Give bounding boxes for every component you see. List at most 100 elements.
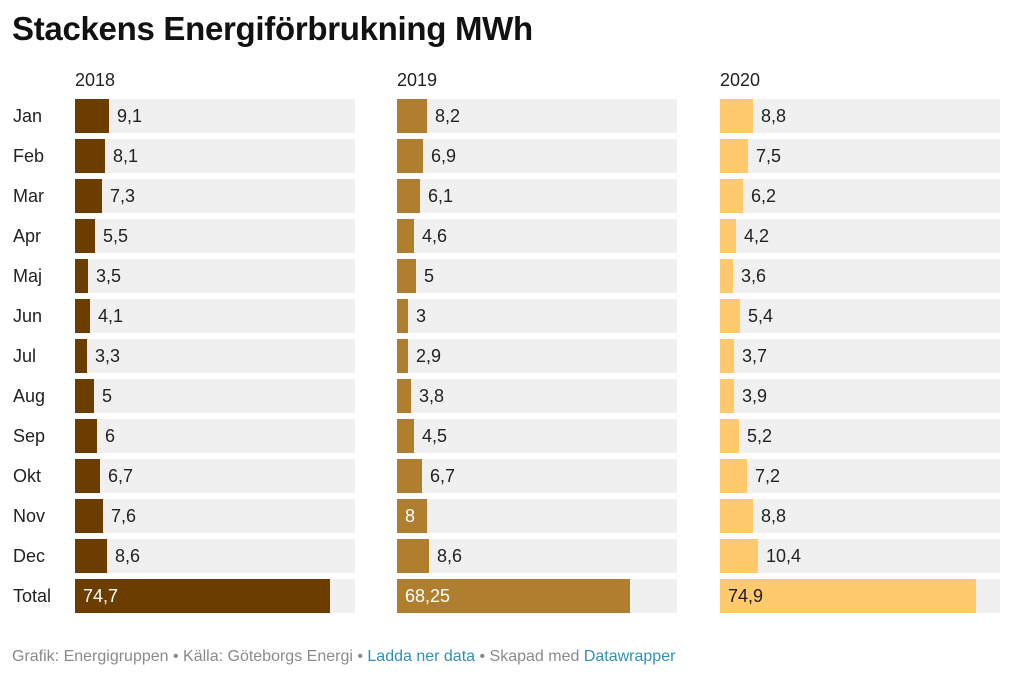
- bar-2018-jan: [75, 99, 109, 133]
- bar-2019-jun: [397, 299, 408, 333]
- month-label-feb: Feb: [13, 146, 45, 166]
- value-label-2019-jul: 2,9: [416, 346, 442, 366]
- month-label-jul: Jul: [13, 346, 37, 366]
- value-label-2019-total: 68,25: [405, 586, 451, 606]
- bar-2019-okt: [397, 459, 422, 493]
- value-label-2019-maj: 5: [424, 266, 435, 286]
- bar-track-2020-jul: 3,7: [720, 339, 1000, 373]
- bar-track-2019-mar: 6,1: [397, 179, 677, 213]
- value-label-2018-feb: 8,1: [113, 146, 139, 166]
- column-header-2020: 2020: [720, 70, 761, 90]
- bar-2018-jun: [75, 299, 90, 333]
- bar-track-2019-sep: 4,5: [397, 419, 677, 453]
- bar-track-2018-nov: 7,6: [75, 499, 355, 533]
- datawrapper-link[interactable]: Datawrapper: [583, 648, 676, 665]
- bar-2018-aug: [75, 379, 94, 413]
- value-label-2020-total: 74,9: [728, 586, 764, 606]
- bar-track-2019-jun: 3: [397, 299, 677, 333]
- bar-track-2019-nov: 8: [397, 499, 677, 533]
- bar-2018-apr: [75, 219, 95, 253]
- value-label-2018-aug: 5: [102, 386, 113, 406]
- value-label-2020-nov: 8,8: [761, 506, 787, 526]
- value-label-2019-jan: 8,2: [435, 106, 461, 126]
- bar-track-2018-sep: 6: [75, 419, 355, 453]
- bar-2020-sep: [720, 419, 739, 453]
- bar-2018-mar: [75, 179, 102, 213]
- bar-track-2018-maj: 3,5: [75, 259, 355, 293]
- value-label-2018-maj: 3,5: [96, 266, 122, 286]
- value-label-2020-apr: 4,2: [744, 226, 770, 246]
- value-label-2018-jul: 3,3: [95, 346, 121, 366]
- bar-2020-apr: [720, 219, 736, 253]
- bar-track-2020-sep: 5,2: [720, 419, 1000, 453]
- bar-2020-jan: [720, 99, 753, 133]
- bar-2019-nov: [397, 499, 427, 533]
- bar-2020-maj: [720, 259, 733, 293]
- month-label-mar: Mar: [13, 186, 44, 206]
- month-label-okt: Okt: [13, 466, 42, 486]
- value-label-2020-feb: 7,5: [756, 146, 782, 166]
- month-label-sep: Sep: [13, 426, 46, 446]
- bar-track-2020-mar: 6,2: [720, 179, 1000, 213]
- value-label-2020-maj: 3,6: [741, 266, 767, 286]
- value-label-2020-jul: 3,7: [742, 346, 768, 366]
- bar-track-2018-feb: 8,1: [75, 139, 355, 173]
- value-label-2018-dec: 8,6: [115, 546, 141, 566]
- bar-track-2018-okt: 6,7: [75, 459, 355, 493]
- bar-track-2019-total: 68,25: [397, 579, 677, 613]
- bar-2018-sep: [75, 419, 97, 453]
- value-label-2019-okt: 6,7: [430, 466, 456, 486]
- month-label-nov: Nov: [13, 506, 46, 526]
- bar-2019-maj: [397, 259, 416, 293]
- bar-2018-dec: [75, 539, 107, 573]
- bar-2018-feb: [75, 139, 105, 173]
- value-label-2020-mar: 6,2: [751, 186, 777, 206]
- bar-track-2020-jan: 8,8: [720, 99, 1000, 133]
- value-label-2019-sep: 4,5: [422, 426, 448, 446]
- footer-credits: Grafik: Energigruppen • Källa: Göteborgs…: [12, 648, 368, 665]
- bar-track-2018-apr: 5,5: [75, 219, 355, 253]
- bar-2019-mar: [397, 179, 420, 213]
- footer-made-with: • Skapad med: [475, 648, 584, 665]
- value-label-2019-aug: 3,8: [419, 386, 445, 406]
- bar-2019-feb: [397, 139, 423, 173]
- month-label-aug: Aug: [13, 386, 46, 406]
- bar-2020-jun: [720, 299, 740, 333]
- bar-2020-dec: [720, 539, 758, 573]
- bar-track-2019-okt: 6,7: [397, 459, 677, 493]
- value-label-2020-jun: 5,4: [748, 306, 774, 326]
- bar-track-2019-jul: 2,9: [397, 339, 677, 373]
- bar-track-2020-dec: 10,4: [720, 539, 1000, 573]
- value-label-2018-total: 74,7: [83, 586, 119, 606]
- value-label-2020-sep: 5,2: [747, 426, 773, 446]
- bar-track-2020-okt: 7,2: [720, 459, 1000, 493]
- value-label-2019-feb: 6,9: [431, 146, 457, 166]
- bar-2020-okt: [720, 459, 747, 493]
- bar-track-2019-feb: 6,9: [397, 139, 677, 173]
- month-label-jan: Jan: [13, 106, 43, 126]
- value-label-2019-mar: 6,1: [428, 186, 454, 206]
- bar-track-2018-dec: 8,6: [75, 539, 355, 573]
- bar-2018-okt: [75, 459, 100, 493]
- value-label-2019-apr: 4,6: [422, 226, 448, 246]
- month-label-apr: Apr: [13, 226, 42, 246]
- month-label-dec: Dec: [13, 546, 46, 566]
- bar-2019-apr: [397, 219, 414, 253]
- bar-track-2018-jul: 3,3: [75, 339, 355, 373]
- value-label-2018-sep: 6: [105, 426, 116, 446]
- bar-track-2020-nov: 8,8: [720, 499, 1000, 533]
- bar-track-2020-apr: 4,2: [720, 219, 1000, 253]
- bar-2018-total: [75, 579, 330, 613]
- value-label-2020-okt: 7,2: [755, 466, 781, 486]
- bar-2020-mar: [720, 179, 743, 213]
- bar-2018-nov: [75, 499, 103, 533]
- bar-track-2019-aug: 3,8: [397, 379, 677, 413]
- value-label-2019-jun: 3: [416, 306, 427, 326]
- bar-track-2020-aug: 3,9: [720, 379, 1000, 413]
- bar-2019-total: [397, 579, 630, 613]
- bar-2018-maj: [75, 259, 88, 293]
- bar-2019-dec: [397, 539, 429, 573]
- month-label-maj: Maj: [13, 266, 43, 286]
- column-header-2018: 2018: [75, 70, 116, 90]
- download-data-link[interactable]: Ladda ner data: [367, 648, 476, 665]
